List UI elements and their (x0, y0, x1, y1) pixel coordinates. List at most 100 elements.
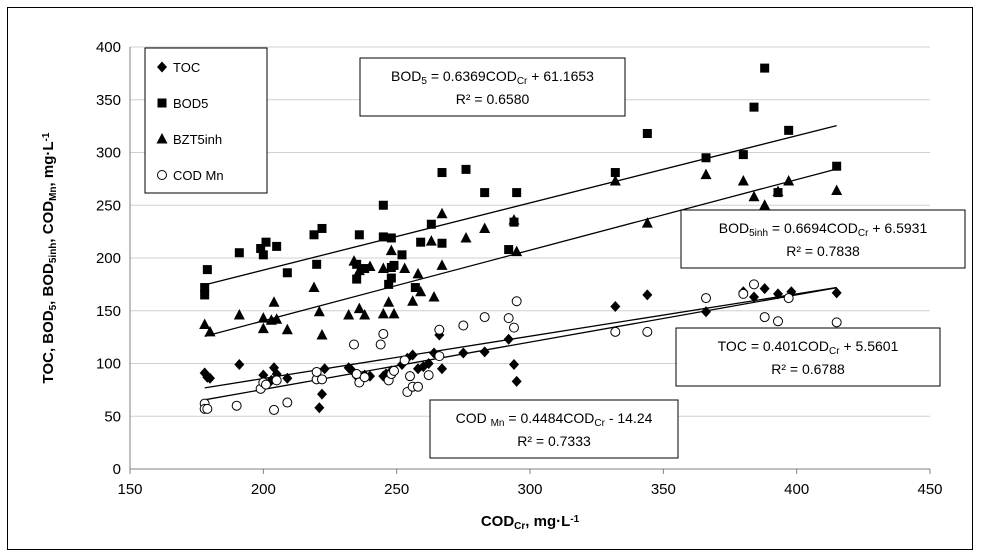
point-bzt5inh (609, 174, 621, 186)
point-cod-mn (831, 317, 842, 328)
trendline-cod-mn (204, 287, 837, 401)
x-tick-label: 300 (517, 481, 542, 498)
point-bod5 (397, 250, 407, 260)
x-axis-title: CODCr, mg·L-1 (481, 513, 580, 532)
point-bod5 (437, 168, 447, 178)
legend-label: BOD5 (173, 96, 208, 111)
point-toc (317, 388, 327, 400)
point-cod-mn (405, 371, 415, 382)
point-bod5 (760, 63, 770, 73)
point-bzt5inh (353, 302, 365, 314)
text-run: + 6.5931 (868, 220, 927, 236)
equation-frame (359, 57, 626, 117)
point-bzt5inh (748, 190, 760, 202)
point-bod5 (261, 237, 271, 247)
data-points (199, 63, 843, 415)
equation-line: BOD5 = 0.6369CODCr + 61.1653 (391, 68, 594, 87)
point-bod5 (701, 153, 711, 163)
point-bod5 (282, 268, 292, 278)
text-run: + 61.1653 (527, 68, 594, 84)
point-bzt5inh (271, 313, 283, 324)
point-bod5 (202, 265, 212, 275)
trendline-toc (204, 286, 837, 389)
text-run: -1 (41, 132, 52, 141)
equation-box-bod5inh: BOD5inh = 0.6694CODCr + 6.5931 R² = 0.783… (680, 209, 966, 269)
x-tick-label: 350 (651, 481, 676, 498)
point-bzt5inh (407, 295, 419, 306)
point-bod5 (426, 219, 436, 229)
point-bzt5inh (700, 168, 712, 180)
point-bzt5inh (415, 285, 427, 297)
point-bod5 (610, 168, 620, 178)
point-cod-mn (509, 322, 519, 333)
legend-label: BZT5inh (173, 132, 222, 147)
point-bod5 (512, 188, 522, 198)
text-run: Cr (829, 346, 840, 357)
point-cod-mn (701, 293, 711, 304)
point-cod-mn (317, 374, 327, 385)
point-bzt5inh (313, 305, 325, 317)
chart-frame (7, 7, 973, 550)
point-bod5 (378, 232, 388, 242)
point-cod-mn (375, 339, 386, 350)
text-run: , mg·L (40, 141, 57, 186)
point-bzt5inh (268, 296, 280, 307)
legend-marker-bzt5inh (156, 133, 168, 144)
equation-box-toc: TOC = 0.401CODCr + 5.5601 R² = 0.6788 (675, 327, 941, 387)
text-run: - 14.24 (605, 410, 653, 426)
point-bod5 (749, 102, 759, 112)
point-bod5 (309, 230, 319, 240)
y-tick-label: 300 (96, 145, 121, 162)
y-tick-label: 100 (96, 356, 121, 373)
text-run: Cr (514, 521, 525, 532)
legend-marker-toc (157, 61, 167, 73)
legend-label: COD Mn (173, 168, 224, 183)
point-bzt5inh (759, 199, 771, 210)
point-bod5 (256, 244, 266, 254)
point-bod5 (784, 125, 794, 135)
point-bzt5inh (436, 207, 448, 219)
point-bzt5inh (428, 291, 440, 302)
point-bzt5inh (364, 260, 376, 271)
point-cod-mn (458, 320, 469, 331)
point-toc (749, 291, 759, 303)
point-bzt5inh (511, 245, 523, 257)
legend-marker-cod-mn (157, 170, 167, 180)
equation-line: TOC = 0.401CODCr + 5.5601 (718, 338, 899, 357)
point-bod5 (389, 260, 399, 270)
point-bod5 (317, 223, 327, 233)
point-bod5 (738, 150, 748, 160)
point-cod-mn (511, 296, 522, 307)
point-cod-mn (359, 372, 370, 383)
point-cod-mn (349, 339, 359, 350)
point-toc (503, 333, 514, 345)
legend-box (144, 47, 268, 194)
point-toc (234, 359, 245, 371)
point-bod5 (480, 188, 490, 198)
point-bod5 (378, 200, 388, 210)
point-bzt5inh (377, 262, 389, 274)
point-bzt5inh (388, 307, 400, 319)
point-bod5 (461, 164, 471, 174)
y-tick-label: 50 (104, 408, 121, 425)
point-bod5 (272, 241, 282, 251)
equation-box-bod5: BOD5 = 0.6369CODCr + 61.1653 R² = 0.6580 (359, 57, 626, 117)
point-cod-mn (261, 379, 271, 390)
point-cod-mn (479, 312, 490, 323)
point-bzt5inh (460, 231, 472, 243)
text-run: , BOD (40, 263, 57, 305)
point-bzt5inh (359, 308, 371, 320)
text-run: = 0.4484COD (504, 410, 594, 426)
point-cod-mn (282, 397, 293, 408)
point-bzt5inh (204, 325, 216, 337)
point-toc (642, 289, 653, 301)
text-run: COD (481, 513, 515, 530)
point-toc (479, 346, 490, 358)
point-cod-mn (610, 326, 621, 337)
x-tick-label: 250 (384, 481, 409, 498)
r-squared-label: R² = 0.7333 (517, 433, 591, 449)
point-bzt5inh (257, 322, 269, 334)
x-tick-label: 450 (917, 481, 942, 498)
